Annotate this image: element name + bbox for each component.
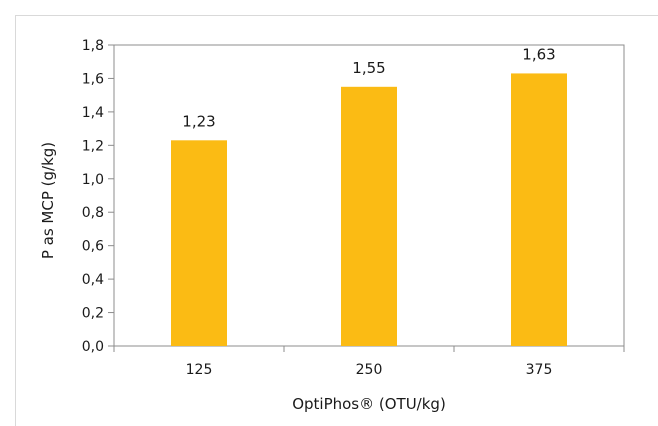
y-tick-label: 1,2 bbox=[82, 138, 104, 154]
data-label: 1,23 bbox=[182, 112, 215, 130]
data-label: 1,55 bbox=[352, 59, 385, 77]
y-tick-label: 1,6 bbox=[82, 71, 104, 87]
y-tick-label: 1,4 bbox=[82, 105, 104, 121]
y-tick-label: 0,4 bbox=[82, 272, 104, 288]
bar bbox=[171, 140, 227, 346]
x-axis-ticks: 125 250 375 bbox=[113, 346, 625, 378]
y-axis-ticks: 0,0 0,2 0,4 0,6 0,8 1,0 1,2 1,4 1,6 1,8 bbox=[82, 38, 114, 355]
bar bbox=[341, 86, 397, 347]
data-label: 1,63 bbox=[522, 45, 555, 63]
y-tick-label: 0,8 bbox=[82, 205, 104, 221]
x-axis-title: OptiPhos® (OTU/kg) bbox=[292, 395, 446, 413]
x-tick-label: 375 bbox=[526, 362, 553, 378]
x-tick-label: 250 bbox=[356, 362, 383, 378]
x-tick-label: 125 bbox=[186, 362, 213, 378]
chart-frame bbox=[15, 15, 658, 426]
bars: 1,23 1,55 1,63 bbox=[171, 45, 567, 347]
y-tick-label: 0,0 bbox=[82, 339, 104, 355]
y-tick-label: 1,0 bbox=[82, 172, 104, 188]
y-tick-label: 0,6 bbox=[82, 239, 104, 255]
y-tick-label: 1,8 bbox=[82, 38, 104, 54]
bar bbox=[511, 73, 567, 346]
y-axis-title: P as MCP (g/kg) bbox=[39, 142, 57, 259]
y-tick-label: 0,2 bbox=[82, 306, 104, 322]
